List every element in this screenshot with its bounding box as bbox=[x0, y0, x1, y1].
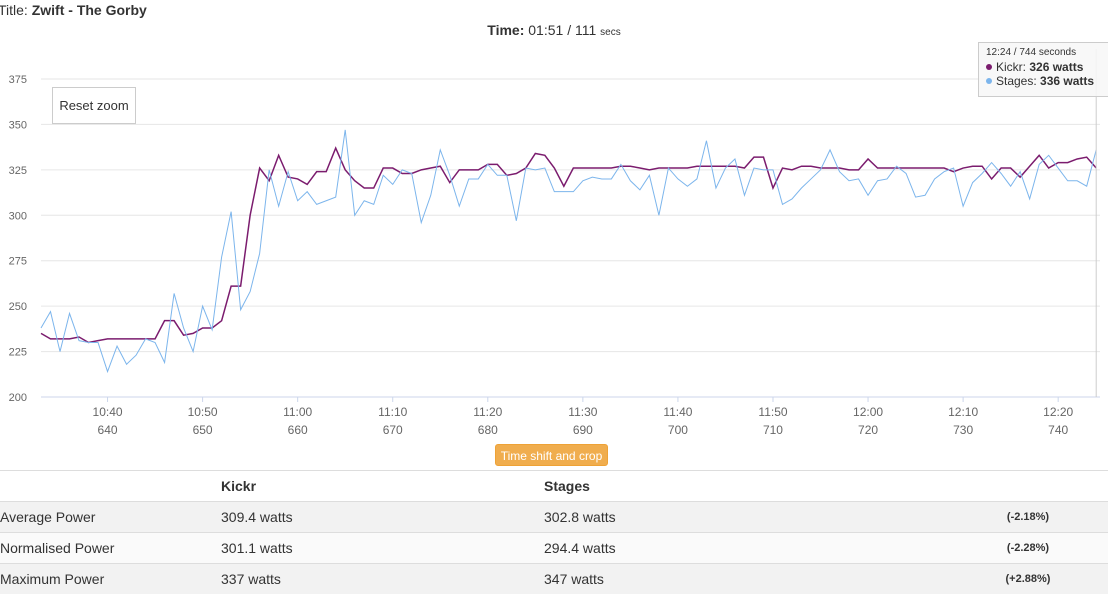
secs: 111 bbox=[574, 22, 597, 38]
header-cell: Kickr bbox=[221, 470, 544, 502]
time: Time: 01:51 / 111 secs bbox=[0, 22, 1108, 38]
tooltip-label: Stages: bbox=[996, 74, 1037, 88]
tooltip-label: Kickr: bbox=[996, 60, 1026, 74]
tooltip: 12:24 / 744 seconds Kickr: 326 watts Sta… bbox=[978, 42, 1108, 97]
x-tick-label: 10:50 bbox=[188, 405, 218, 419]
tooltip-item: Stages: 336 watts bbox=[986, 74, 1101, 88]
tooltip-header: 12:24 / 744 seconds bbox=[986, 47, 1077, 58]
table-row: Maximum Power 337 watts 347 watts (+2.88%) bbox=[0, 563, 1108, 594]
x-tick-seconds: 700 bbox=[668, 423, 688, 437]
table-row: Normalised Power 301.1 watts 294.4 watts (-… bbox=[0, 532, 1108, 564]
table-cell: 294.4 watts bbox=[544, 532, 948, 564]
table-cell: 301.1 watts bbox=[221, 532, 544, 564]
x-tick-label: 11:30 bbox=[568, 405, 597, 419]
series-line bbox=[40, 129, 1097, 374]
tooltip-dot bbox=[986, 64, 992, 70]
table-cell: Normalised Power bbox=[0, 532, 221, 564]
y-tick-label: 200 bbox=[9, 392, 27, 404]
x-tick-label: 11:40 bbox=[663, 405, 692, 419]
y-tick-label: 325 bbox=[9, 165, 27, 177]
secs-unit: secs bbox=[600, 27, 621, 38]
x-tick-label: 12:10 bbox=[948, 405, 978, 419]
table-cell: (+2.88%) bbox=[948, 563, 1108, 594]
y-tick-label: 375 bbox=[9, 74, 27, 86]
stats-table: Kickr Stages Average Power 309.4 watts 302.… bbox=[0, 470, 1108, 594]
x-tick-label: 11:00 bbox=[283, 405, 312, 419]
table-cell: 309.4 watts bbox=[221, 501, 544, 533]
tooltip-value: 336 watts bbox=[1040, 74, 1095, 88]
x-tick-label: 12:20 bbox=[1043, 405, 1073, 419]
header-cell bbox=[0, 470, 221, 502]
x-tick-seconds: 710 bbox=[763, 423, 783, 437]
table-body: Average Power 309.4 watts 302.8 watts (-2.1… bbox=[0, 501, 1108, 594]
reset-zoom-button[interactable]: Reset zoom bbox=[52, 87, 136, 124]
x-tick-seconds: 720 bbox=[858, 423, 878, 437]
header-row: Kickr Stages bbox=[0, 470, 1108, 502]
y-tick-label: 300 bbox=[9, 210, 27, 222]
table-cell: 302.8 watts bbox=[544, 501, 948, 533]
x-tick-seconds: 680 bbox=[478, 423, 498, 437]
x-tick-seconds: 660 bbox=[288, 423, 308, 437]
title-text: Zwift - The Gorby bbox=[31, 2, 147, 18]
time-shift-button[interactable]: Time shift and crop bbox=[495, 444, 608, 466]
x-tick-label: 11:20 bbox=[473, 405, 502, 419]
x-tick-label: 11:10 bbox=[378, 405, 407, 419]
x-tick-seconds: 730 bbox=[953, 423, 973, 437]
x-tick-seconds: 740 bbox=[1048, 423, 1068, 437]
table-cell: (-2.28%) bbox=[948, 532, 1108, 564]
tooltip-item: Kickr: 326 watts bbox=[986, 60, 1101, 74]
table-cell: Maximum Power bbox=[0, 563, 221, 594]
x-tick-label: 12:00 bbox=[853, 405, 883, 419]
y-tick-label: 250 bbox=[9, 301, 27, 313]
x-tick-label: 10:40 bbox=[93, 405, 123, 419]
separator: / bbox=[567, 22, 572, 38]
table-cell: (-2.18%) bbox=[948, 501, 1108, 533]
y-tick-label: 275 bbox=[9, 256, 27, 268]
x-tick-seconds: 650 bbox=[193, 423, 213, 437]
header-cell bbox=[948, 470, 1108, 502]
x-tick-seconds: 640 bbox=[98, 423, 118, 437]
time-label: Time: bbox=[487, 22, 525, 38]
tooltip-dot bbox=[986, 78, 992, 84]
time-value: 01:51 bbox=[528, 22, 564, 38]
header-cell: Stages bbox=[544, 470, 948, 502]
table-row: Average Power 309.4 watts 302.8 watts (-2.1… bbox=[0, 501, 1108, 533]
title: Title: Zwift - The Gorby bbox=[0, 2, 147, 18]
chart: 200 225 250 275 300 325 350 375 10:40 640 10:50 650… bbox=[9, 49, 1100, 437]
y-tick-label: 225 bbox=[9, 347, 27, 359]
x-tick-label: 11:50 bbox=[758, 405, 787, 419]
y-tick-label: 350 bbox=[9, 119, 27, 131]
table-cell: Average Power bbox=[0, 501, 221, 533]
table-cell: 347 watts bbox=[544, 563, 948, 594]
title-label: Title: bbox=[0, 2, 28, 18]
series-line bbox=[40, 146, 1097, 344]
table-cell: 337 watts bbox=[221, 563, 544, 594]
tooltip-value: 326 watts bbox=[1029, 60, 1084, 74]
x-tick-seconds: 690 bbox=[573, 423, 593, 437]
x-tick-seconds: 670 bbox=[383, 423, 403, 437]
